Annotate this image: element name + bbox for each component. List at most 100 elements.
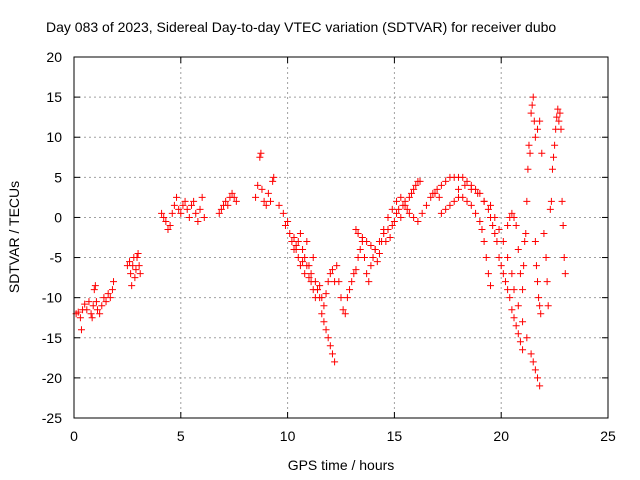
data-point — [493, 238, 501, 246]
data-point — [559, 221, 567, 229]
data-point — [516, 338, 524, 346]
data-point — [499, 238, 507, 246]
data-point — [196, 205, 204, 213]
data-point — [553, 113, 561, 121]
series-sat-c — [158, 193, 208, 233]
data-point — [524, 165, 532, 173]
data-point — [270, 173, 278, 181]
data-point — [339, 306, 347, 314]
data-point — [360, 254, 368, 262]
data-point — [262, 201, 270, 209]
data-point — [410, 213, 418, 221]
data-point — [463, 177, 471, 185]
data-point — [190, 197, 198, 205]
data-point — [519, 318, 527, 326]
data-point — [516, 270, 524, 278]
data-point — [77, 326, 85, 334]
data-point — [264, 189, 272, 197]
data-point — [467, 185, 475, 193]
series-sat-n — [531, 238, 545, 318]
data-point — [365, 278, 373, 286]
data-point — [307, 270, 315, 278]
data-point — [442, 177, 450, 185]
data-point — [519, 286, 527, 294]
data-point — [320, 302, 328, 310]
data-point — [91, 282, 99, 290]
series-sat-f — [275, 201, 339, 366]
data-point — [528, 101, 536, 109]
x-tick-label: 20 — [493, 428, 509, 444]
data-point — [478, 225, 486, 233]
data-point — [512, 322, 520, 330]
data-point — [538, 149, 546, 157]
data-point — [508, 306, 516, 314]
data-point — [292, 242, 300, 250]
data-point — [510, 314, 518, 322]
data-point — [74, 308, 82, 316]
data-point — [508, 270, 516, 278]
data-point — [388, 205, 396, 213]
series-sat-h — [333, 177, 424, 318]
data-point — [386, 234, 394, 241]
data-point — [512, 221, 520, 229]
data-point — [523, 197, 531, 205]
data-point — [393, 209, 401, 217]
data-point — [375, 250, 383, 258]
data-point — [510, 286, 518, 294]
data-point — [128, 282, 136, 290]
data-point — [299, 246, 307, 254]
data-point — [127, 270, 135, 278]
data-point — [501, 278, 509, 286]
data-point — [354, 254, 362, 262]
y-tick-label: -25 — [42, 410, 62, 426]
chart-title: Day 083 of 2023, Sidereal Day-to-day VTE… — [46, 19, 556, 35]
data-point — [185, 213, 193, 221]
data-point — [166, 221, 174, 229]
data-point — [328, 266, 336, 274]
series-sat-i — [352, 189, 443, 254]
data-point — [254, 181, 262, 189]
y-tick-label: 10 — [46, 129, 62, 145]
x-tick-label: 0 — [70, 428, 78, 444]
data-point — [299, 258, 307, 266]
data-point — [87, 310, 95, 318]
data-point — [504, 221, 512, 229]
data-point — [311, 294, 319, 302]
data-point — [526, 149, 534, 157]
y-tick-label: 15 — [46, 89, 62, 105]
data-point — [322, 290, 330, 298]
data-point — [85, 298, 93, 306]
data-point — [531, 133, 539, 141]
data-point — [461, 181, 469, 189]
data-point — [303, 238, 311, 246]
data-point — [504, 254, 512, 262]
data-point — [269, 177, 277, 185]
data-point — [108, 286, 116, 294]
data-point — [437, 209, 445, 217]
data-point — [414, 217, 422, 225]
data-point — [504, 286, 512, 294]
data-point — [384, 213, 392, 221]
data-point — [326, 270, 334, 278]
data-point — [337, 294, 345, 302]
data-point — [279, 209, 287, 217]
x-tick-label: 15 — [387, 428, 403, 444]
data-point — [257, 149, 265, 157]
data-point — [499, 270, 507, 278]
data-point — [335, 278, 343, 286]
data-point — [536, 117, 544, 125]
data-point — [474, 189, 482, 197]
plot-frame — [73, 56, 609, 419]
data-point — [198, 193, 206, 201]
data-point — [168, 209, 176, 217]
data-point — [341, 310, 349, 318]
data-point — [230, 193, 238, 201]
data-point — [532, 262, 540, 270]
data-point — [429, 189, 437, 197]
data-point — [463, 197, 471, 205]
data-point — [324, 278, 332, 286]
data-point — [305, 274, 313, 282]
data-point — [510, 213, 518, 221]
data-point — [348, 278, 356, 286]
data-point — [328, 350, 336, 358]
